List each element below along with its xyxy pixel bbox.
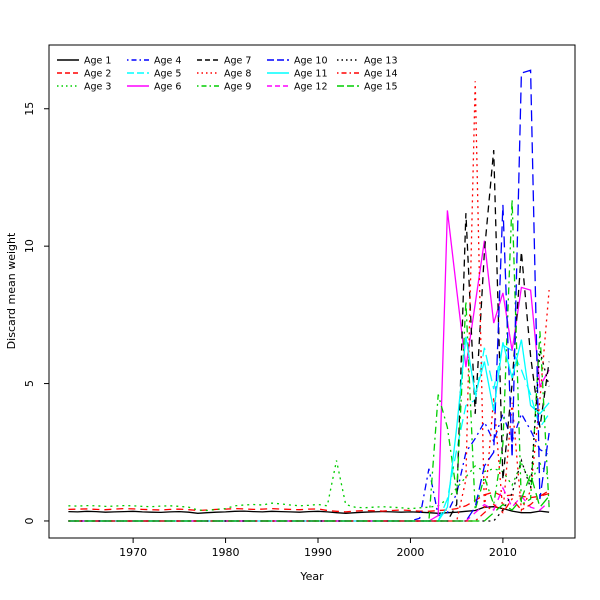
axes: 1970 1980 1990 2000 2010 0 5 10 15	[23, 102, 517, 559]
y-axis-title: Discard mean weight	[5, 232, 18, 349]
legend-item-age-1: Age 1	[57, 56, 111, 67]
plot-box	[48, 44, 576, 539]
legend-item-age-10: Age 10	[267, 56, 327, 67]
legend-item-age-15: Age 15	[337, 82, 397, 93]
x-tick-label-1970: 1970	[119, 546, 147, 559]
legend-item-age-13: Age 13	[337, 56, 397, 67]
series-line-age-1	[68, 506, 550, 514]
legend-label: Age 7	[224, 56, 251, 67]
series-line-age-3	[68, 460, 550, 512]
legend-item-age-8: Age 8	[197, 69, 251, 80]
x-tick-label-1980: 1980	[212, 546, 240, 559]
x-axis-title: Year	[299, 570, 324, 583]
y-tick-label-10: 10	[23, 239, 36, 253]
legend-label: Age 5	[154, 69, 181, 80]
series-lines	[68, 69, 550, 522]
legend-label: Age 8	[224, 69, 251, 80]
legend-label: Age 10	[294, 56, 327, 67]
y-tick-label-15: 15	[23, 102, 36, 116]
legend-item-age-14: Age 14	[337, 69, 397, 80]
x-tick-label-2000: 2000	[396, 546, 424, 559]
legend-item-age-3: Age 3	[57, 82, 111, 93]
legend-label: Age 15	[364, 82, 397, 93]
y-tick-label-0: 0	[23, 517, 36, 524]
legend-label: Age 3	[84, 82, 111, 93]
legend-label: Age 13	[364, 56, 397, 67]
legend-label: Age 4	[154, 56, 181, 67]
legend-label: Age 12	[294, 82, 327, 93]
series-line-age-15	[68, 472, 550, 522]
legend-label: Age 2	[84, 69, 111, 80]
legend-label: Age 11	[294, 69, 327, 80]
legend: Age 1 Age 2 Age 3 Age 4 Age 5 Age 6 Age 7 Age 8…	[57, 56, 397, 93]
series-line-age-2	[68, 491, 550, 513]
legend-label: Age 9	[224, 82, 251, 93]
legend-item-age-11: Age 11	[267, 69, 327, 80]
x-tick-label-2010: 2010	[489, 546, 517, 559]
legend-label: Age 6	[154, 82, 181, 93]
legend-item-age-9: Age 9	[197, 82, 251, 93]
legend-item-age-2: Age 2	[57, 69, 111, 80]
y-tick-label-5: 5	[23, 380, 36, 387]
x-tick-label-1990: 1990	[304, 546, 332, 559]
legend-item-age-5: Age 5	[127, 69, 181, 80]
legend-item-age-7: Age 7	[197, 56, 251, 67]
legend-label: Age 14	[364, 69, 397, 80]
legend-item-age-12: Age 12	[267, 82, 327, 93]
legend-item-age-6: Age 6	[127, 82, 181, 93]
legend-label: Age 1	[84, 56, 111, 67]
legend-item-age-4: Age 4	[127, 56, 181, 67]
